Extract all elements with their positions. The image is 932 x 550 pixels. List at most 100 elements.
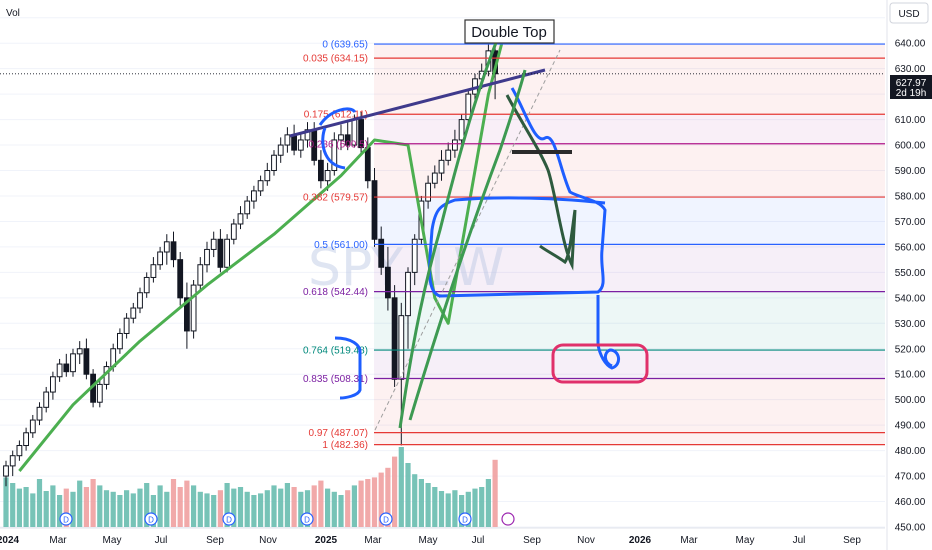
- candle-body[interactable]: [9, 455, 16, 467]
- candle-body[interactable]: [16, 445, 23, 457]
- dividend-marker-icon[interactable]: [59, 512, 73, 526]
- candle-body[interactable]: [431, 172, 438, 184]
- fibonacci-lines[interactable]: 0 (639.65) 0.035 (634.15) 0.175 (612.11) 0.…: [303, 40, 885, 452]
- candle-body[interactable]: [318, 159, 324, 182]
- candle-body[interactable]: [29, 419, 36, 434]
- candlesticks[interactable]: [3, 43, 499, 487]
- candle-body[interactable]: [230, 223, 237, 240]
- time-tick-label: May: [419, 535, 438, 546]
- candle-body[interactable]: [143, 276, 150, 294]
- volume-bar: [191, 485, 197, 527]
- candle-body[interactable]: [217, 238, 224, 268]
- dividend-letter: D: [148, 516, 154, 525]
- candle-body[interactable]: [364, 147, 371, 182]
- candle-body[interactable]: [338, 134, 344, 141]
- dividend-marker-icon[interactable]: [300, 512, 314, 526]
- candle-body[interactable]: [150, 264, 157, 278]
- dividend-marker-icon[interactable]: [222, 512, 236, 526]
- dividend-marker-icon[interactable]: [458, 512, 472, 526]
- candle-body[interactable]: [170, 241, 177, 261]
- candle-body[interactable]: [251, 190, 257, 202]
- volume-bar: [157, 485, 163, 527]
- candle-body[interactable]: [378, 238, 385, 268]
- fib-label: 0.764 (519.48): [303, 346, 368, 357]
- candle-body[interactable]: [405, 271, 411, 317]
- candle-body[interactable]: [137, 292, 143, 309]
- candle-body[interactable]: [452, 139, 458, 151]
- candle-body[interactable]: [197, 264, 204, 286]
- candle-body[interactable]: [371, 180, 378, 240]
- currency-box[interactable]: [889, 2, 929, 24]
- candle-body[interactable]: [96, 383, 103, 403]
- volume-bar: [251, 495, 257, 527]
- dividend-marker-icon[interactable]: [379, 512, 393, 526]
- candle-body[interactable]: [23, 432, 30, 447]
- candle-body[interactable]: [411, 238, 418, 273]
- candle-body[interactable]: [184, 297, 190, 332]
- candle-body[interactable]: [297, 139, 304, 151]
- candle-body[interactable]: [163, 241, 170, 253]
- candle-body[interactable]: [117, 332, 123, 350]
- candle-body[interactable]: [271, 154, 277, 172]
- candle-body[interactable]: [237, 213, 244, 225]
- candle-body[interactable]: [224, 238, 230, 268]
- dividend-marker-icon[interactable]: [144, 512, 158, 526]
- currency-label: USD: [898, 9, 919, 20]
- split-marker-icon[interactable]: [501, 512, 515, 526]
- price-tick-label: 480.00: [895, 446, 926, 457]
- time-tick-label: 2025: [315, 535, 338, 546]
- candle-body[interactable]: [157, 251, 163, 266]
- candle-body[interactable]: [445, 149, 452, 161]
- volume-bar: [211, 495, 217, 527]
- candle-body[interactable]: [277, 144, 284, 156]
- candle-body[interactable]: [123, 317, 130, 334]
- last-price-badge: [890, 75, 932, 99]
- candle-body[interactable]: [264, 170, 271, 182]
- candle-body[interactable]: [304, 129, 311, 141]
- candle-body[interactable]: [391, 297, 398, 380]
- candle-body[interactable]: [190, 284, 197, 332]
- green-projection-path: [505, 94, 577, 271]
- candle-body[interactable]: [458, 119, 465, 141]
- trend-line-drawing: [289, 68, 546, 138]
- candle-body[interactable]: [76, 348, 83, 355]
- candle-body[interactable]: [358, 119, 365, 149]
- double-top-title: Double Top: [464, 19, 555, 44]
- candle-body[interactable]: [50, 376, 56, 393]
- candle-body[interactable]: [465, 93, 472, 121]
- candle-body[interactable]: [425, 182, 432, 202]
- candle-body[interactable]: [438, 159, 445, 174]
- candle-body[interactable]: [324, 170, 331, 182]
- price-tick-label: 560.00: [895, 242, 926, 253]
- volume-bar: [97, 485, 103, 527]
- candle-body[interactable]: [3, 465, 9, 477]
- time-axis[interactable]: 2024 Mar May Jul Sep Nov 2025 Mar May Jul Sep Nov 20…: [0, 527, 885, 546]
- candle-body[interactable]: [43, 391, 50, 408]
- candle-body[interactable]: [204, 248, 210, 266]
- fib-label: 0.035 (634.15): [303, 54, 368, 65]
- candle-body[interactable]: [244, 200, 251, 215]
- candle-body[interactable]: [63, 363, 70, 373]
- candle-body[interactable]: [257, 180, 264, 192]
- candle-body[interactable]: [398, 315, 405, 380]
- dividend-letter: D: [462, 516, 468, 525]
- candle-body[interactable]: [291, 134, 298, 151]
- candle-body[interactable]: [70, 353, 76, 373]
- volume-bar: [117, 495, 123, 527]
- candle-body[interactable]: [210, 238, 217, 250]
- candle-body[interactable]: [385, 266, 391, 299]
- candle-body[interactable]: [56, 363, 63, 378]
- currency-selector[interactable]: USD: [889, 2, 929, 24]
- candle-body[interactable]: [284, 134, 291, 146]
- volume-bar: [278, 488, 284, 527]
- volume-bar: [412, 474, 418, 527]
- candle-body[interactable]: [331, 139, 338, 172]
- candle-body[interactable]: [83, 348, 90, 375]
- candle-body[interactable]: [130, 307, 137, 319]
- volume-bars: [3, 447, 498, 527]
- candle-body[interactable]: [36, 406, 43, 421]
- candle-body[interactable]: [344, 134, 351, 146]
- candle-body[interactable]: [177, 259, 184, 299]
